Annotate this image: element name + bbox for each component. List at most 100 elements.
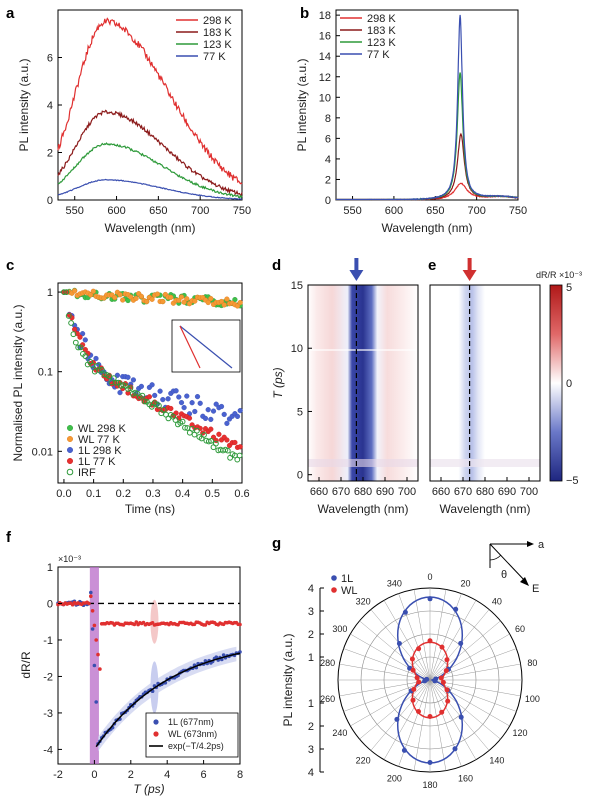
panel-g-wl-point	[414, 675, 420, 681]
panel-c: c 0.0 0.1 0.2 0.3 0.4 0.5 0.6 1 0.1 0.01 WL 298 K…	[6, 257, 250, 516]
panel-c-point	[125, 374, 131, 380]
panel-c-point	[110, 375, 117, 382]
panel-f-wl-point	[89, 594, 93, 598]
panel-c-xtick-label: 0.4	[175, 488, 190, 500]
panel-g-radial-tick-label: 2	[308, 629, 314, 641]
panel-g-wl-point	[445, 698, 451, 704]
panel-g-wl-point	[439, 644, 445, 650]
panel-g-wl-point	[409, 656, 415, 662]
panel-b-frame	[335, 9, 519, 201]
panel-f-wl-point	[92, 623, 97, 628]
panel-c-point	[172, 417, 179, 423]
panel-c-inset	[171, 319, 241, 373]
panel-g-wl-point	[410, 667, 416, 673]
panel-c-point	[82, 347, 88, 353]
panel-c-point	[218, 298, 225, 305]
panel-f-wl-point	[203, 623, 208, 627]
panel-g-grid-spoke	[429, 600, 477, 681]
panel-f-legend-box	[145, 712, 239, 758]
panel-g-wl-point	[438, 675, 444, 681]
panel-g-grid-spoke	[429, 679, 462, 767]
panel-a-series-line	[57, 142, 243, 199]
panel-c-legend-label: WL 298 K	[78, 423, 127, 435]
panel-g-grid-spoke	[370, 679, 431, 751]
panel-g-wl-point	[443, 668, 449, 674]
panel-f-plot	[56, 567, 242, 764]
panel-g-radial-tick-label: 1	[308, 698, 314, 710]
panel-c-point	[106, 373, 112, 380]
panel-f-ytick-label: 0	[47, 598, 53, 610]
panel-b-xtick-label: 700	[467, 205, 485, 217]
panel-g-1l-point	[453, 606, 459, 612]
panel-c-point	[77, 344, 84, 351]
panel-g-data	[394, 596, 464, 765]
panel-f-xtick-label: 4	[164, 769, 170, 781]
panel-g-radial-tick-label: 4	[308, 583, 314, 595]
panel-f-legend: 1L (677nm) WL (673nm) exp(−T/4.2ps)	[145, 712, 239, 758]
panel-c-point	[181, 299, 187, 305]
panel-f-wl-point	[87, 601, 91, 606]
panel-b-ylabel: PL intensity (a.u.)	[295, 59, 309, 152]
panel-b-ytick-label: 2	[325, 174, 331, 186]
panel-c-point	[213, 401, 219, 407]
panel-c-point	[138, 383, 145, 390]
panel-c-point	[75, 344, 82, 351]
panel-f-1l-point	[221, 653, 226, 657]
panel-g-wl-point	[416, 709, 421, 714]
panel-a-xtick-label: 550	[66, 205, 84, 217]
panel-b-ytick-label: 8	[325, 113, 331, 125]
panel-g-angle-label: 240	[332, 728, 347, 738]
colorbar-tick-top: 5	[566, 282, 572, 294]
panel-d-xtick-label: 660	[310, 486, 328, 498]
colorbar-tick-mid: 0	[566, 378, 572, 390]
panel-c-legend-label: 1L 298 K	[78, 445, 122, 457]
panel-c-point	[224, 447, 231, 454]
panel-c-point	[173, 388, 179, 394]
panel-a-ticks: 550 600 650 700 750 0 2 4 6	[47, 53, 251, 218]
panel-f-wl-point	[98, 667, 102, 671]
panel-a-legend-label: 183 K	[203, 27, 232, 39]
panel-e-heatmap	[430, 285, 540, 481]
panel-b-ytick-label: 10	[319, 92, 331, 104]
panel-g-wl-point	[444, 657, 450, 663]
panel-g-1l-point	[424, 676, 430, 682]
panel-c-letter: c	[6, 257, 14, 274]
panel-g-wl-point	[427, 638, 433, 644]
panel-d-xtick-label: 690	[376, 486, 394, 498]
panel-c-point	[117, 292, 123, 298]
panel-g-grid-spoke	[429, 679, 490, 751]
panel-g-grid-spoke	[398, 593, 431, 681]
colorbar-label: dR/R ×10⁻³	[536, 270, 582, 280]
panel-g-grid-spoke	[429, 663, 521, 681]
panel-e-arrow	[462, 258, 477, 281]
panel-g-angle-label: 280	[320, 658, 335, 668]
panel-g-grid-spoke	[429, 679, 447, 771]
panel-g-legend-label: WL	[341, 585, 358, 597]
panel-c-point	[202, 415, 209, 422]
panel-b-series-line	[336, 14, 519, 201]
panel-c-point	[114, 372, 121, 378]
panel-g-1l-point	[458, 714, 464, 720]
panel-g-grid-spoke	[383, 600, 431, 681]
panel-c-point	[125, 297, 131, 304]
panel-a-letter: a	[6, 5, 15, 22]
panel-g-grid-spoke	[339, 679, 431, 697]
panel-f-wl-point	[94, 638, 98, 642]
panel-b-xtick-label: 750	[509, 205, 527, 217]
panel-f: f ×10⁻³ -2 0 2 4 6 810-1-2-3-4 1L (677nm)WL (…	[6, 529, 243, 796]
panel-g-1l-point	[402, 609, 408, 615]
panel-c-point	[94, 363, 101, 369]
panel-g-1l-point	[401, 747, 407, 753]
panel-c-point	[71, 288, 78, 294]
panel-c-point	[178, 400, 185, 406]
panel-c-point	[141, 398, 148, 405]
panel-c-point	[218, 403, 225, 410]
panel-c-point	[208, 426, 214, 432]
panel-g-radial-tick-label: 2	[308, 721, 314, 733]
panel-g-grid-spoke	[383, 679, 431, 760]
panel-g-radial-tick-label: 3	[308, 606, 314, 618]
panel-c-point	[237, 300, 243, 306]
panel-c-point	[205, 299, 211, 306]
panel-g-grid-spoke	[429, 679, 477, 760]
